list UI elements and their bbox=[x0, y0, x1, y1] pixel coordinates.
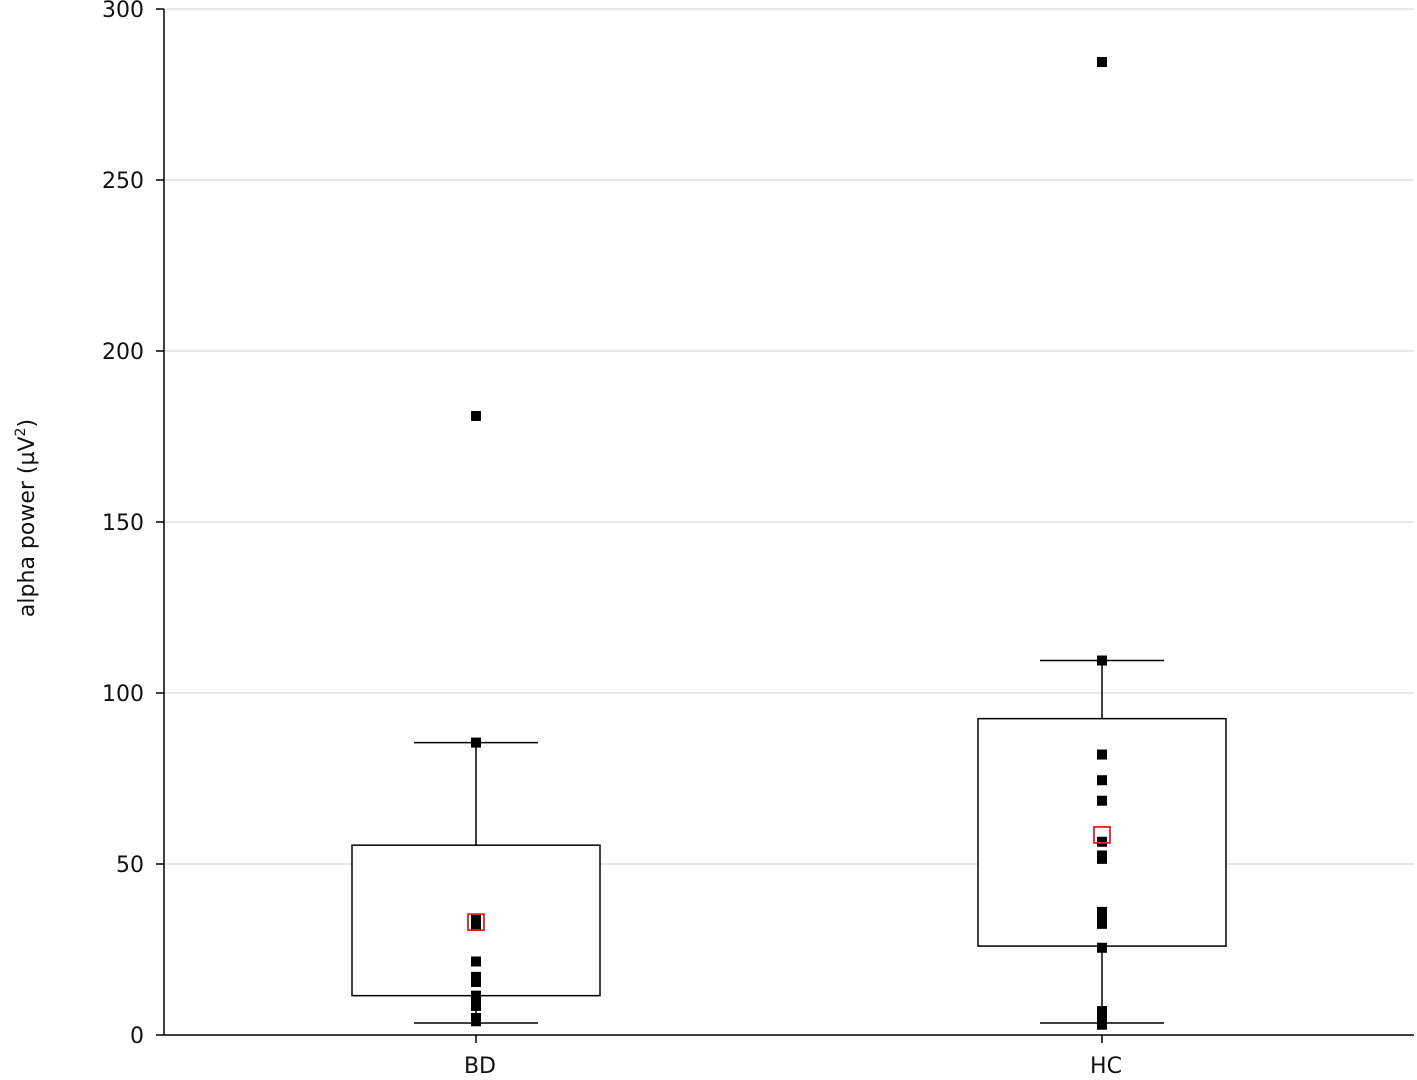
y-tick-label: 100 bbox=[102, 682, 144, 707]
data-point bbox=[1097, 1011, 1107, 1022]
mean-marker bbox=[1093, 826, 1111, 844]
y-tick-label: 250 bbox=[102, 169, 144, 194]
y-axis-title-main: alpha power (µV bbox=[15, 436, 40, 617]
axis-labels: 0 50 100 150 200 250 300 BD HC bbox=[102, 0, 1122, 1079]
boxes bbox=[351, 659, 1227, 1024]
data-point bbox=[471, 1000, 481, 1011]
data-point bbox=[1097, 655, 1107, 666]
data-point bbox=[1097, 1019, 1107, 1030]
data-point bbox=[1097, 749, 1107, 760]
data-point bbox=[471, 956, 481, 967]
axes bbox=[156, 8, 1414, 1043]
y-tick-label: 200 bbox=[102, 340, 144, 365]
y-axis-title-close: ) bbox=[15, 419, 40, 428]
data-point bbox=[471, 410, 481, 421]
y-tick-label: 150 bbox=[102, 511, 144, 536]
x-category-label: BD bbox=[464, 1054, 496, 1075]
data-point bbox=[471, 994, 481, 1005]
data-point bbox=[1097, 795, 1107, 806]
data-point bbox=[471, 976, 481, 987]
data-point bbox=[471, 1016, 481, 1027]
data-point bbox=[1097, 918, 1107, 929]
y-tick-label: 0 bbox=[130, 1024, 144, 1049]
y-axis-title: alpha power (µV2) bbox=[13, 419, 40, 617]
mean-marker bbox=[467, 913, 485, 932]
data-point bbox=[1097, 775, 1107, 786]
data-point bbox=[1097, 1006, 1107, 1017]
y-axis-title-superscript: 2 bbox=[13, 428, 29, 437]
data-point bbox=[1097, 57, 1107, 68]
data-point bbox=[471, 971, 481, 982]
data-point bbox=[1097, 942, 1107, 953]
data-point bbox=[1097, 853, 1107, 864]
data-point bbox=[471, 920, 481, 931]
data-points bbox=[467, 57, 1111, 1030]
y-tick-label: 300 bbox=[102, 0, 144, 23]
data-point bbox=[1097, 836, 1107, 847]
y-tick-label: 50 bbox=[116, 853, 144, 878]
data-point bbox=[471, 913, 481, 924]
data-point bbox=[1097, 906, 1107, 917]
x-category-label: HC bbox=[1090, 1054, 1122, 1075]
data-point bbox=[471, 737, 481, 748]
